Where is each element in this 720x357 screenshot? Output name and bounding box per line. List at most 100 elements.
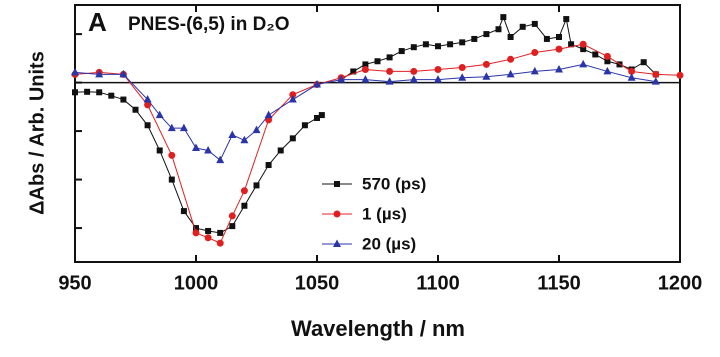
marker bbox=[71, 67, 79, 76]
marker bbox=[95, 69, 104, 78]
marker bbox=[603, 66, 612, 75]
x-tick-label: 1000 bbox=[174, 272, 219, 294]
marker bbox=[84, 88, 91, 95]
marker bbox=[410, 44, 417, 51]
marker bbox=[240, 135, 249, 144]
marker bbox=[555, 45, 563, 53]
marker bbox=[192, 143, 200, 152]
y-axis-label: ΔAbs / Arb. Units bbox=[26, 51, 48, 215]
plot-frame bbox=[74, 4, 681, 263]
marker bbox=[652, 70, 660, 78]
marker bbox=[386, 54, 393, 61]
marker bbox=[483, 31, 490, 38]
marker bbox=[507, 55, 515, 63]
marker bbox=[506, 69, 515, 78]
marker bbox=[398, 48, 405, 55]
marker bbox=[374, 58, 381, 65]
x-axis-label: Wavelength / nm bbox=[291, 316, 465, 341]
series-line bbox=[74, 63, 656, 161]
marker bbox=[434, 65, 442, 73]
marker bbox=[386, 67, 394, 75]
marker bbox=[96, 89, 103, 96]
panel-label: A bbox=[88, 7, 107, 37]
marker bbox=[289, 91, 297, 99]
marker bbox=[530, 66, 539, 75]
marker bbox=[167, 123, 176, 132]
marker bbox=[604, 58, 611, 65]
marker bbox=[555, 64, 563, 73]
marker bbox=[192, 229, 200, 237]
marker bbox=[482, 60, 490, 68]
series-line bbox=[74, 15, 657, 234]
marker bbox=[155, 110, 164, 119]
marker bbox=[350, 68, 357, 75]
marker bbox=[179, 123, 188, 132]
x-tick-label: 1100 bbox=[416, 272, 459, 294]
marker bbox=[265, 116, 273, 124]
legend-label: 570 (ps) bbox=[362, 174, 426, 193]
marker bbox=[603, 52, 611, 60]
marker bbox=[458, 64, 466, 72]
marker bbox=[313, 80, 321, 88]
marker bbox=[361, 75, 370, 83]
marker bbox=[205, 227, 212, 234]
marker bbox=[422, 41, 429, 48]
marker bbox=[180, 208, 187, 215]
marker bbox=[144, 122, 151, 129]
marker bbox=[592, 51, 599, 58]
marker bbox=[193, 225, 199, 232]
legend-marker bbox=[333, 210, 341, 218]
x-tick-label: 1150 bbox=[537, 272, 580, 294]
marker bbox=[216, 155, 225, 164]
marker bbox=[288, 95, 297, 103]
marker bbox=[277, 147, 284, 154]
marker bbox=[409, 75, 418, 83]
marker bbox=[628, 67, 636, 75]
marker bbox=[301, 122, 308, 129]
marker bbox=[459, 39, 466, 46]
marker bbox=[253, 182, 260, 189]
marker bbox=[579, 59, 588, 68]
marker bbox=[500, 14, 507, 21]
chart-title: PNES-(6,5) in D₂O bbox=[128, 14, 290, 35]
legend-label: 20 (µs) bbox=[362, 234, 416, 253]
marker bbox=[563, 16, 570, 23]
marker bbox=[228, 130, 237, 138]
series-line bbox=[74, 43, 681, 244]
marker bbox=[156, 147, 163, 154]
marker bbox=[579, 40, 587, 48]
marker bbox=[314, 114, 320, 121]
marker bbox=[108, 92, 115, 99]
marker bbox=[337, 75, 346, 83]
x-tick-label: 1200 bbox=[658, 272, 703, 294]
marker bbox=[519, 23, 526, 30]
marker bbox=[241, 202, 248, 209]
marker bbox=[495, 26, 502, 33]
marker bbox=[204, 234, 212, 242]
marker bbox=[627, 73, 636, 81]
x-tick-label: 1050 bbox=[295, 272, 340, 294]
marker bbox=[132, 106, 139, 113]
marker bbox=[410, 67, 418, 75]
marker bbox=[434, 75, 442, 83]
marker bbox=[204, 145, 213, 154]
marker bbox=[651, 77, 660, 85]
marker bbox=[580, 46, 587, 53]
marker bbox=[640, 59, 647, 66]
marker bbox=[228, 212, 236, 220]
marker bbox=[217, 229, 224, 236]
marker bbox=[318, 112, 325, 119]
marker bbox=[556, 34, 562, 41]
marker bbox=[265, 162, 272, 169]
marker bbox=[216, 239, 224, 247]
marker bbox=[144, 101, 152, 109]
marker bbox=[385, 77, 394, 85]
marker bbox=[507, 34, 514, 41]
marker bbox=[362, 61, 369, 68]
marker bbox=[531, 20, 538, 27]
marker bbox=[168, 151, 176, 159]
legend-label: 1 (µs) bbox=[362, 204, 407, 223]
marker bbox=[168, 176, 175, 183]
marker bbox=[676, 71, 684, 79]
